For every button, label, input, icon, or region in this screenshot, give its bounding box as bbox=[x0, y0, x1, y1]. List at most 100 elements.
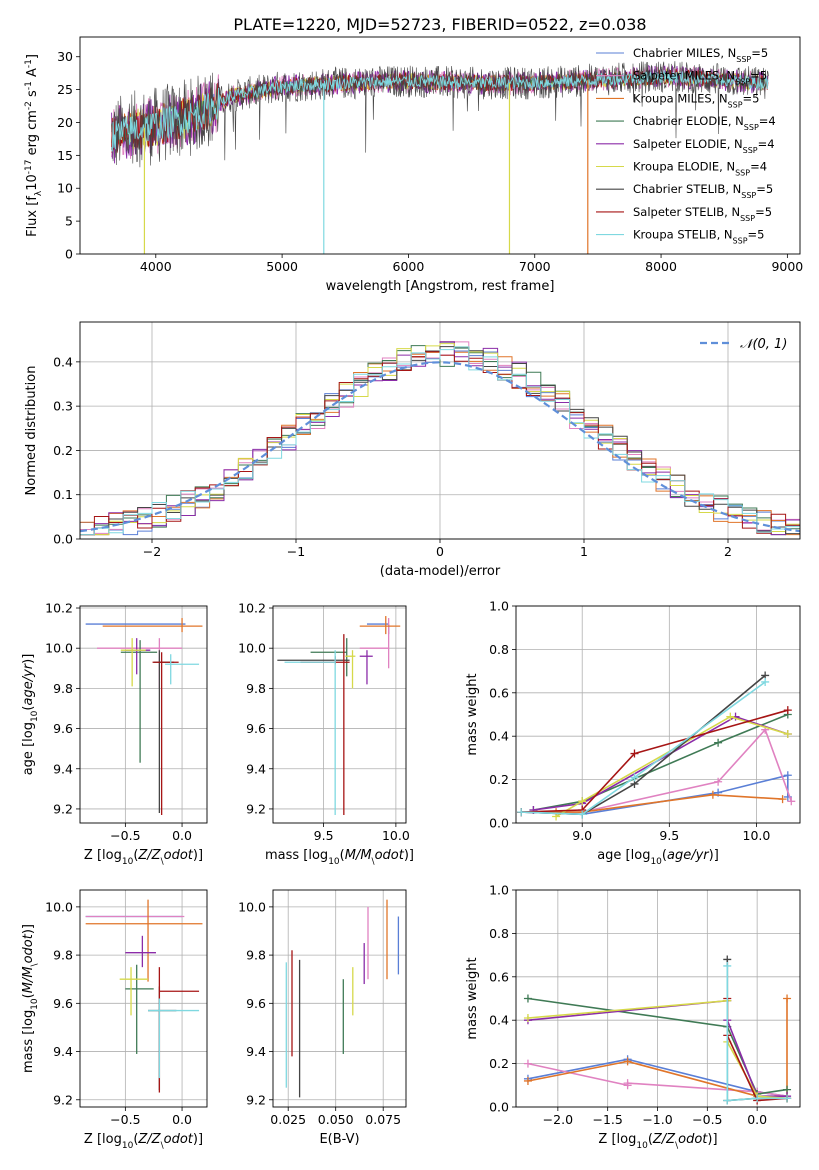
series-point-2 bbox=[778, 795, 787, 804]
series-line-6 bbox=[521, 674, 766, 816]
x-tick-label: 10.0 bbox=[743, 828, 771, 843]
histogram-5 bbox=[80, 343, 800, 539]
x-axis-label: age [log10(age/yr)] bbox=[597, 848, 719, 867]
series-point-2 bbox=[783, 994, 792, 1003]
series-point-0 bbox=[783, 771, 792, 780]
x-tick-label: 0.025 bbox=[270, 1112, 306, 1127]
x-axis-label: (data-model)/error bbox=[380, 564, 501, 579]
x-tick-label: −1 bbox=[287, 544, 305, 559]
panel-age-vs-mass: 9.5 10.0 9.2 9.4 9.6 9.8 10.0 10.2 mass [log10(M… bbox=[238, 601, 414, 867]
series-line-8 bbox=[726, 966, 787, 1102]
series-point-8 bbox=[723, 961, 732, 970]
series-point-1 bbox=[787, 797, 796, 806]
series-line-1 bbox=[521, 728, 793, 813]
plot-area bbox=[80, 341, 800, 539]
spectrum-model-top bbox=[111, 70, 769, 152]
x-tick-label: 5000 bbox=[266, 259, 298, 274]
series-point-8 bbox=[761, 677, 770, 686]
plot-area bbox=[523, 955, 792, 1105]
x-tick-label: 6000 bbox=[393, 259, 425, 274]
y-tick-label: 1.0 bbox=[489, 599, 509, 614]
series-point-8 bbox=[783, 1094, 792, 1103]
x-tick-label: 0.075 bbox=[365, 1112, 401, 1127]
x-tick-label: −0.5 bbox=[692, 1112, 722, 1127]
y-tick-label: 9.6 bbox=[246, 721, 266, 736]
legend-label: Chabrier ELODIE, NSSP=4 bbox=[633, 114, 776, 132]
plot-area bbox=[277, 616, 401, 815]
y-tick-label: 9.2 bbox=[53, 801, 73, 816]
series-line-3 bbox=[533, 713, 789, 811]
y-axis-label: age [log10(age/yr)] bbox=[21, 654, 40, 776]
y-axis-label: mass weight bbox=[465, 957, 480, 1039]
plot-area bbox=[111, 61, 769, 254]
y-tick-label: 0 bbox=[65, 247, 73, 262]
y-tick-label: 0.6 bbox=[489, 685, 509, 700]
y-axis-label: mass [log10(M/M\odot)] bbox=[21, 924, 40, 1073]
y-tick-label: 9.6 bbox=[53, 996, 73, 1011]
plot-area bbox=[85, 899, 203, 1093]
x-tick-label: 0.0 bbox=[172, 1112, 192, 1127]
series-point-5 bbox=[726, 712, 735, 721]
axes-frame bbox=[272, 889, 407, 1108]
x-tick-label: 7000 bbox=[519, 259, 551, 274]
y-tick-label: 9.4 bbox=[53, 1044, 73, 1059]
axes-frame bbox=[272, 605, 407, 824]
y-tick-label: 10 bbox=[57, 181, 73, 196]
plot-area bbox=[517, 671, 796, 821]
y-tick-label: 0.2 bbox=[53, 443, 73, 458]
y-axis-label: Normed distribution bbox=[24, 366, 39, 496]
histogram-8 bbox=[80, 346, 800, 539]
series-point-3 bbox=[714, 738, 723, 747]
x-axis-label: mass [log10(M/M\odot)] bbox=[265, 848, 414, 867]
y-tick-label: 9.6 bbox=[246, 996, 266, 1011]
series-point-3 bbox=[523, 994, 532, 1003]
legend-label: Salpeter MILES, NSSP=5 bbox=[633, 69, 767, 87]
y-axis-label: Flux [fλ10-17 erg cm-2 s-1 A-1] bbox=[24, 54, 44, 237]
x-tick-label: 10.0 bbox=[382, 828, 410, 843]
x-tick-label: 0 bbox=[436, 544, 444, 559]
panel-mw-vs-z: −2.0 −1.5 −1.0 −0.5 0.0 0.0 0.2 0.4 0.6 0.8 1.0 Z [… bbox=[465, 883, 801, 1151]
y-tick-label: 10.2 bbox=[238, 601, 266, 616]
series-line-5 bbox=[555, 715, 789, 818]
axes-frame bbox=[79, 321, 801, 540]
plot-area bbox=[285, 899, 400, 1098]
y-tick-label: 9.6 bbox=[53, 721, 73, 736]
series-point-8 bbox=[630, 773, 639, 782]
y-tick-label: 1.0 bbox=[489, 883, 509, 898]
series-point-2 bbox=[523, 1076, 532, 1085]
series-point-2 bbox=[708, 790, 717, 799]
spectrum-data bbox=[111, 61, 769, 168]
legend-label: Chabrier STELIB, NSSP=5 bbox=[633, 182, 773, 200]
y-tick-label: 10.0 bbox=[45, 641, 73, 656]
x-tick-label: −1.5 bbox=[592, 1112, 622, 1127]
y-tick-label: 10.0 bbox=[45, 899, 73, 914]
axes-frame bbox=[79, 605, 208, 824]
legend-normal-label: 𝒩(0, 1) bbox=[740, 337, 787, 352]
series-point-7 bbox=[783, 706, 792, 715]
series-point-5 bbox=[578, 797, 587, 806]
series-point-7 bbox=[630, 749, 639, 758]
y-tick-label: 5 bbox=[65, 214, 73, 229]
x-axis-label: Z [log10(Z/Z\odot)] bbox=[598, 1132, 717, 1151]
y-tick-label: 0.4 bbox=[489, 1013, 509, 1028]
panel-mw-vs-age: 9.0 9.5 10.0 0.0 0.2 0.4 0.6 0.8 1.0 age [log10(a… bbox=[465, 599, 801, 867]
legend-label: Salpeter ELODIE, NSSP=4 bbox=[633, 137, 775, 155]
y-tick-label: 9.8 bbox=[53, 948, 73, 963]
y-tick-label: 15 bbox=[57, 148, 73, 163]
axes-frame bbox=[515, 605, 801, 824]
x-tick-label: −2.0 bbox=[543, 1112, 573, 1127]
y-tick-label: 0.0 bbox=[53, 532, 73, 547]
x-tick-label: 0.0 bbox=[747, 1112, 767, 1127]
y-tick-label: 9.2 bbox=[246, 1092, 266, 1107]
figure-title: PLATE=1220, MJD=52723, FIBERID=0522, z=0… bbox=[233, 15, 646, 34]
x-tick-label: −2 bbox=[143, 544, 161, 559]
series-point-1 bbox=[523, 1059, 532, 1068]
x-tick-label: 8000 bbox=[645, 259, 677, 274]
x-axis-label: wavelength [Angstrom, rest frame] bbox=[326, 279, 555, 294]
panel-age-vs-z: −0.5 0.0 9.2 9.4 9.6 9.8 10.0 10.2 Z [log10(Z/Z\… bbox=[21, 601, 208, 867]
x-tick-label: 9000 bbox=[771, 259, 803, 274]
series-line-2 bbox=[521, 793, 783, 813]
y-tick-label: 30 bbox=[57, 49, 73, 64]
series-point-8 bbox=[753, 1094, 762, 1103]
panel-mass-vs-ebv: 0.025 0.050 0.075 9.2 9.4 9.6 9.8 10.0 E(B-V) bbox=[238, 889, 407, 1147]
